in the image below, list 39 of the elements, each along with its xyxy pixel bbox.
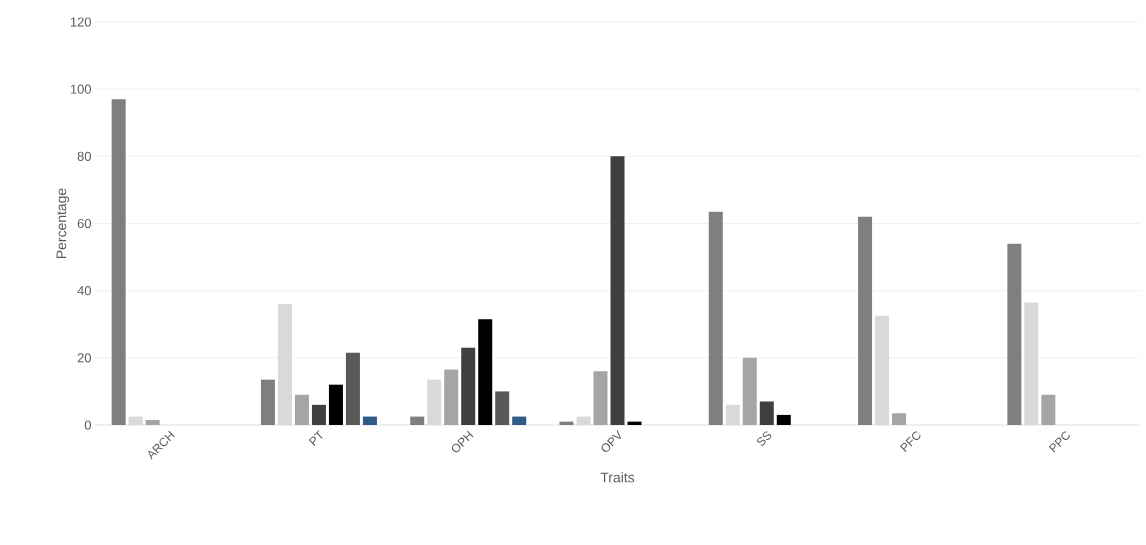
bar [495, 391, 510, 425]
y-tick-label: 100 [70, 84, 91, 94]
x-tick-label: PT [308, 430, 323, 446]
bar [576, 416, 591, 425]
bar [858, 216, 873, 425]
y-tick-label: 120 [70, 17, 91, 27]
bar [427, 379, 442, 425]
bar [759, 401, 774, 425]
y-tick-label: 0 [84, 420, 91, 430]
bar [1041, 394, 1056, 425]
bar [776, 414, 791, 425]
bar [708, 211, 723, 425]
bar [345, 352, 360, 425]
bar [311, 404, 326, 425]
y-tick-label: 20 [77, 353, 91, 363]
bar [593, 371, 608, 425]
bar [111, 99, 126, 425]
bar [892, 413, 907, 425]
bar [410, 416, 425, 425]
x-tick-label: SS [757, 431, 772, 446]
bar [362, 416, 377, 425]
y-axis-title: Percentage [56, 188, 70, 259]
y-tick-label: 80 [77, 151, 91, 161]
bar [260, 379, 275, 425]
bar [128, 416, 143, 425]
y-tick-label: 40 [77, 286, 91, 296]
y-tick-label: 60 [77, 218, 91, 229]
bar [512, 416, 527, 425]
bar [145, 419, 160, 425]
bar [328, 384, 343, 425]
x-axis-title: Traits [600, 472, 635, 483]
bar [444, 369, 459, 425]
bar [1007, 243, 1022, 425]
bar [725, 404, 740, 425]
bar [478, 319, 493, 425]
bar [742, 357, 757, 425]
bar [294, 394, 309, 425]
bar [610, 156, 625, 425]
bar [461, 347, 476, 425]
